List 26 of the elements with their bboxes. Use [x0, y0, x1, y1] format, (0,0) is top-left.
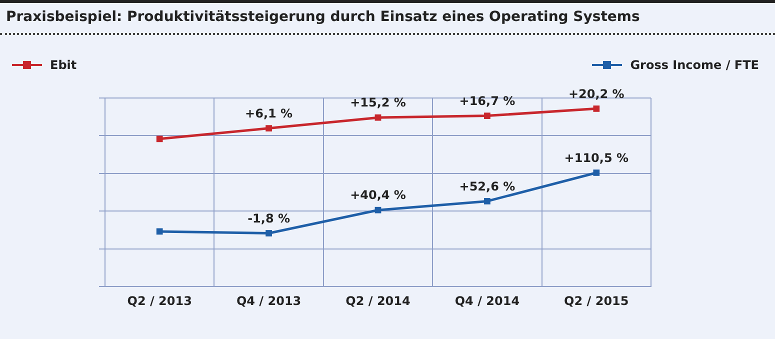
- point: [484, 198, 490, 204]
- annotation: +110,5 %: [564, 150, 629, 165]
- legend-label: Gross Income / FTE: [630, 58, 759, 72]
- x-tick-label: Q2 / 2015: [564, 294, 629, 308]
- x-tick-label: Q2 / 2014: [346, 294, 410, 308]
- point: [156, 136, 163, 142]
- annotation: +20,2 %: [568, 86, 624, 101]
- point: [374, 114, 382, 121]
- annotation: -1,8 %: [248, 211, 290, 226]
- point: [593, 105, 600, 112]
- legend-label: Ebit: [50, 58, 77, 72]
- point: [593, 170, 600, 176]
- point: [374, 206, 382, 214]
- x-tick-label: Q4 / 2014: [454, 294, 520, 308]
- annotation: +40,4 %: [350, 188, 406, 202]
- point: [266, 230, 272, 236]
- chart-title: Praxisbeispiel: Produktivitätssteigerung durch Einsatz eines Operating Systems: [6, 9, 640, 25]
- x-tick-label: Q4 / 2013: [236, 294, 302, 308]
- annotation: +15,2 %: [350, 96, 406, 110]
- point: [484, 112, 490, 119]
- x-tick-label: Q2 / 2013: [127, 294, 192, 308]
- annotation: +52,6 %: [459, 179, 516, 194]
- point: [156, 228, 163, 235]
- point: [266, 125, 272, 132]
- annotation: +6,1 %: [245, 106, 293, 120]
- annotation: +16,7 %: [459, 94, 516, 108]
